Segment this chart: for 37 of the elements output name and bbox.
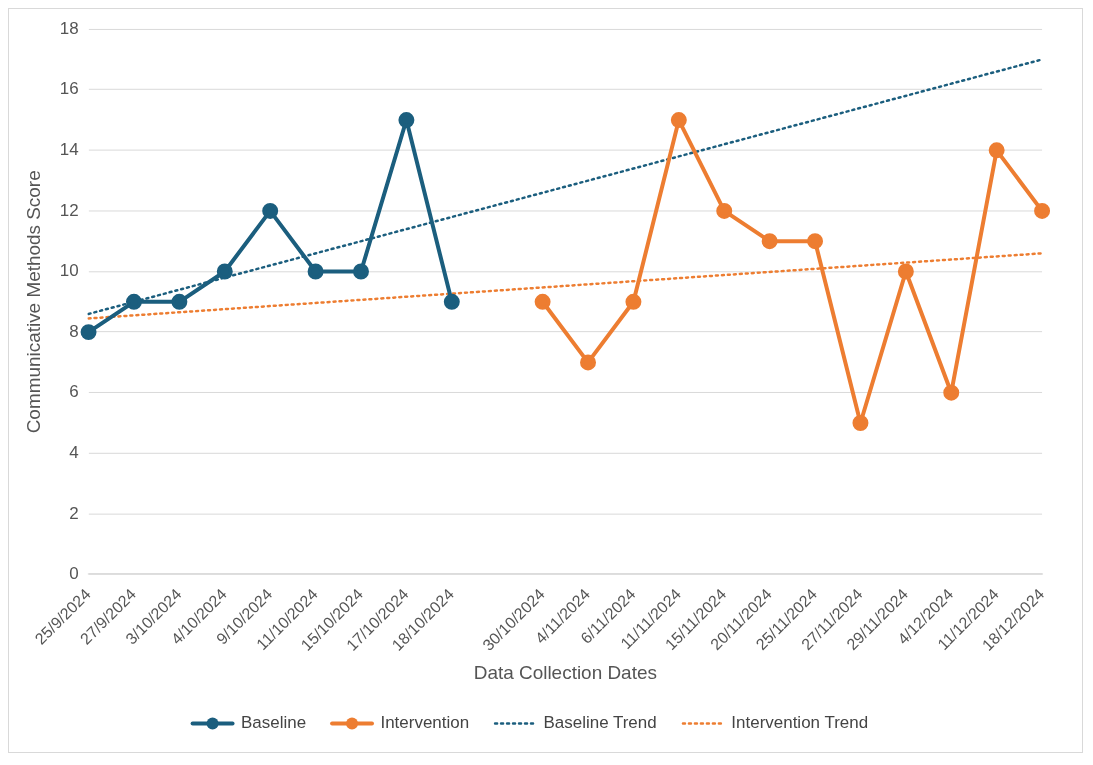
point	[807, 233, 824, 250]
y-tick-label: 10	[59, 261, 79, 281]
y-tick-label: 18	[59, 18, 79, 38]
point	[262, 202, 279, 219]
y-tick-label: 4	[69, 442, 79, 462]
legend-label: Intervention	[380, 713, 470, 733]
y-tick-label: 8	[69, 321, 79, 341]
point	[988, 142, 1005, 159]
point	[943, 384, 960, 401]
y-tick-label: 6	[69, 382, 79, 402]
y-axis-title: Communicative Methods Score	[22, 170, 44, 434]
x-axis-title: Data Collection Dates	[473, 662, 657, 684]
point	[171, 293, 188, 310]
point	[216, 263, 233, 280]
point	[716, 202, 733, 219]
point	[353, 263, 369, 280]
point	[1034, 202, 1051, 219]
y-tick-label: 14	[59, 140, 79, 159]
point	[625, 293, 642, 310]
point	[670, 112, 687, 129]
point	[897, 263, 914, 280]
y-tick-label: 2	[69, 503, 79, 523]
point	[125, 293, 142, 310]
point	[307, 263, 324, 280]
point	[398, 112, 415, 129]
y-tick-label: 12	[59, 200, 79, 220]
legend-label: Baseline Trend	[543, 713, 657, 733]
point	[761, 233, 778, 250]
point	[580, 354, 597, 371]
point	[80, 324, 97, 341]
legend-label: Intervention Trend	[731, 713, 869, 733]
y-tick-label: 16	[59, 79, 79, 99]
y-tick-label: 0	[69, 564, 79, 584]
point	[534, 293, 551, 310]
legend-label: Baseline	[241, 713, 307, 733]
point	[443, 293, 460, 310]
point	[852, 415, 869, 431]
